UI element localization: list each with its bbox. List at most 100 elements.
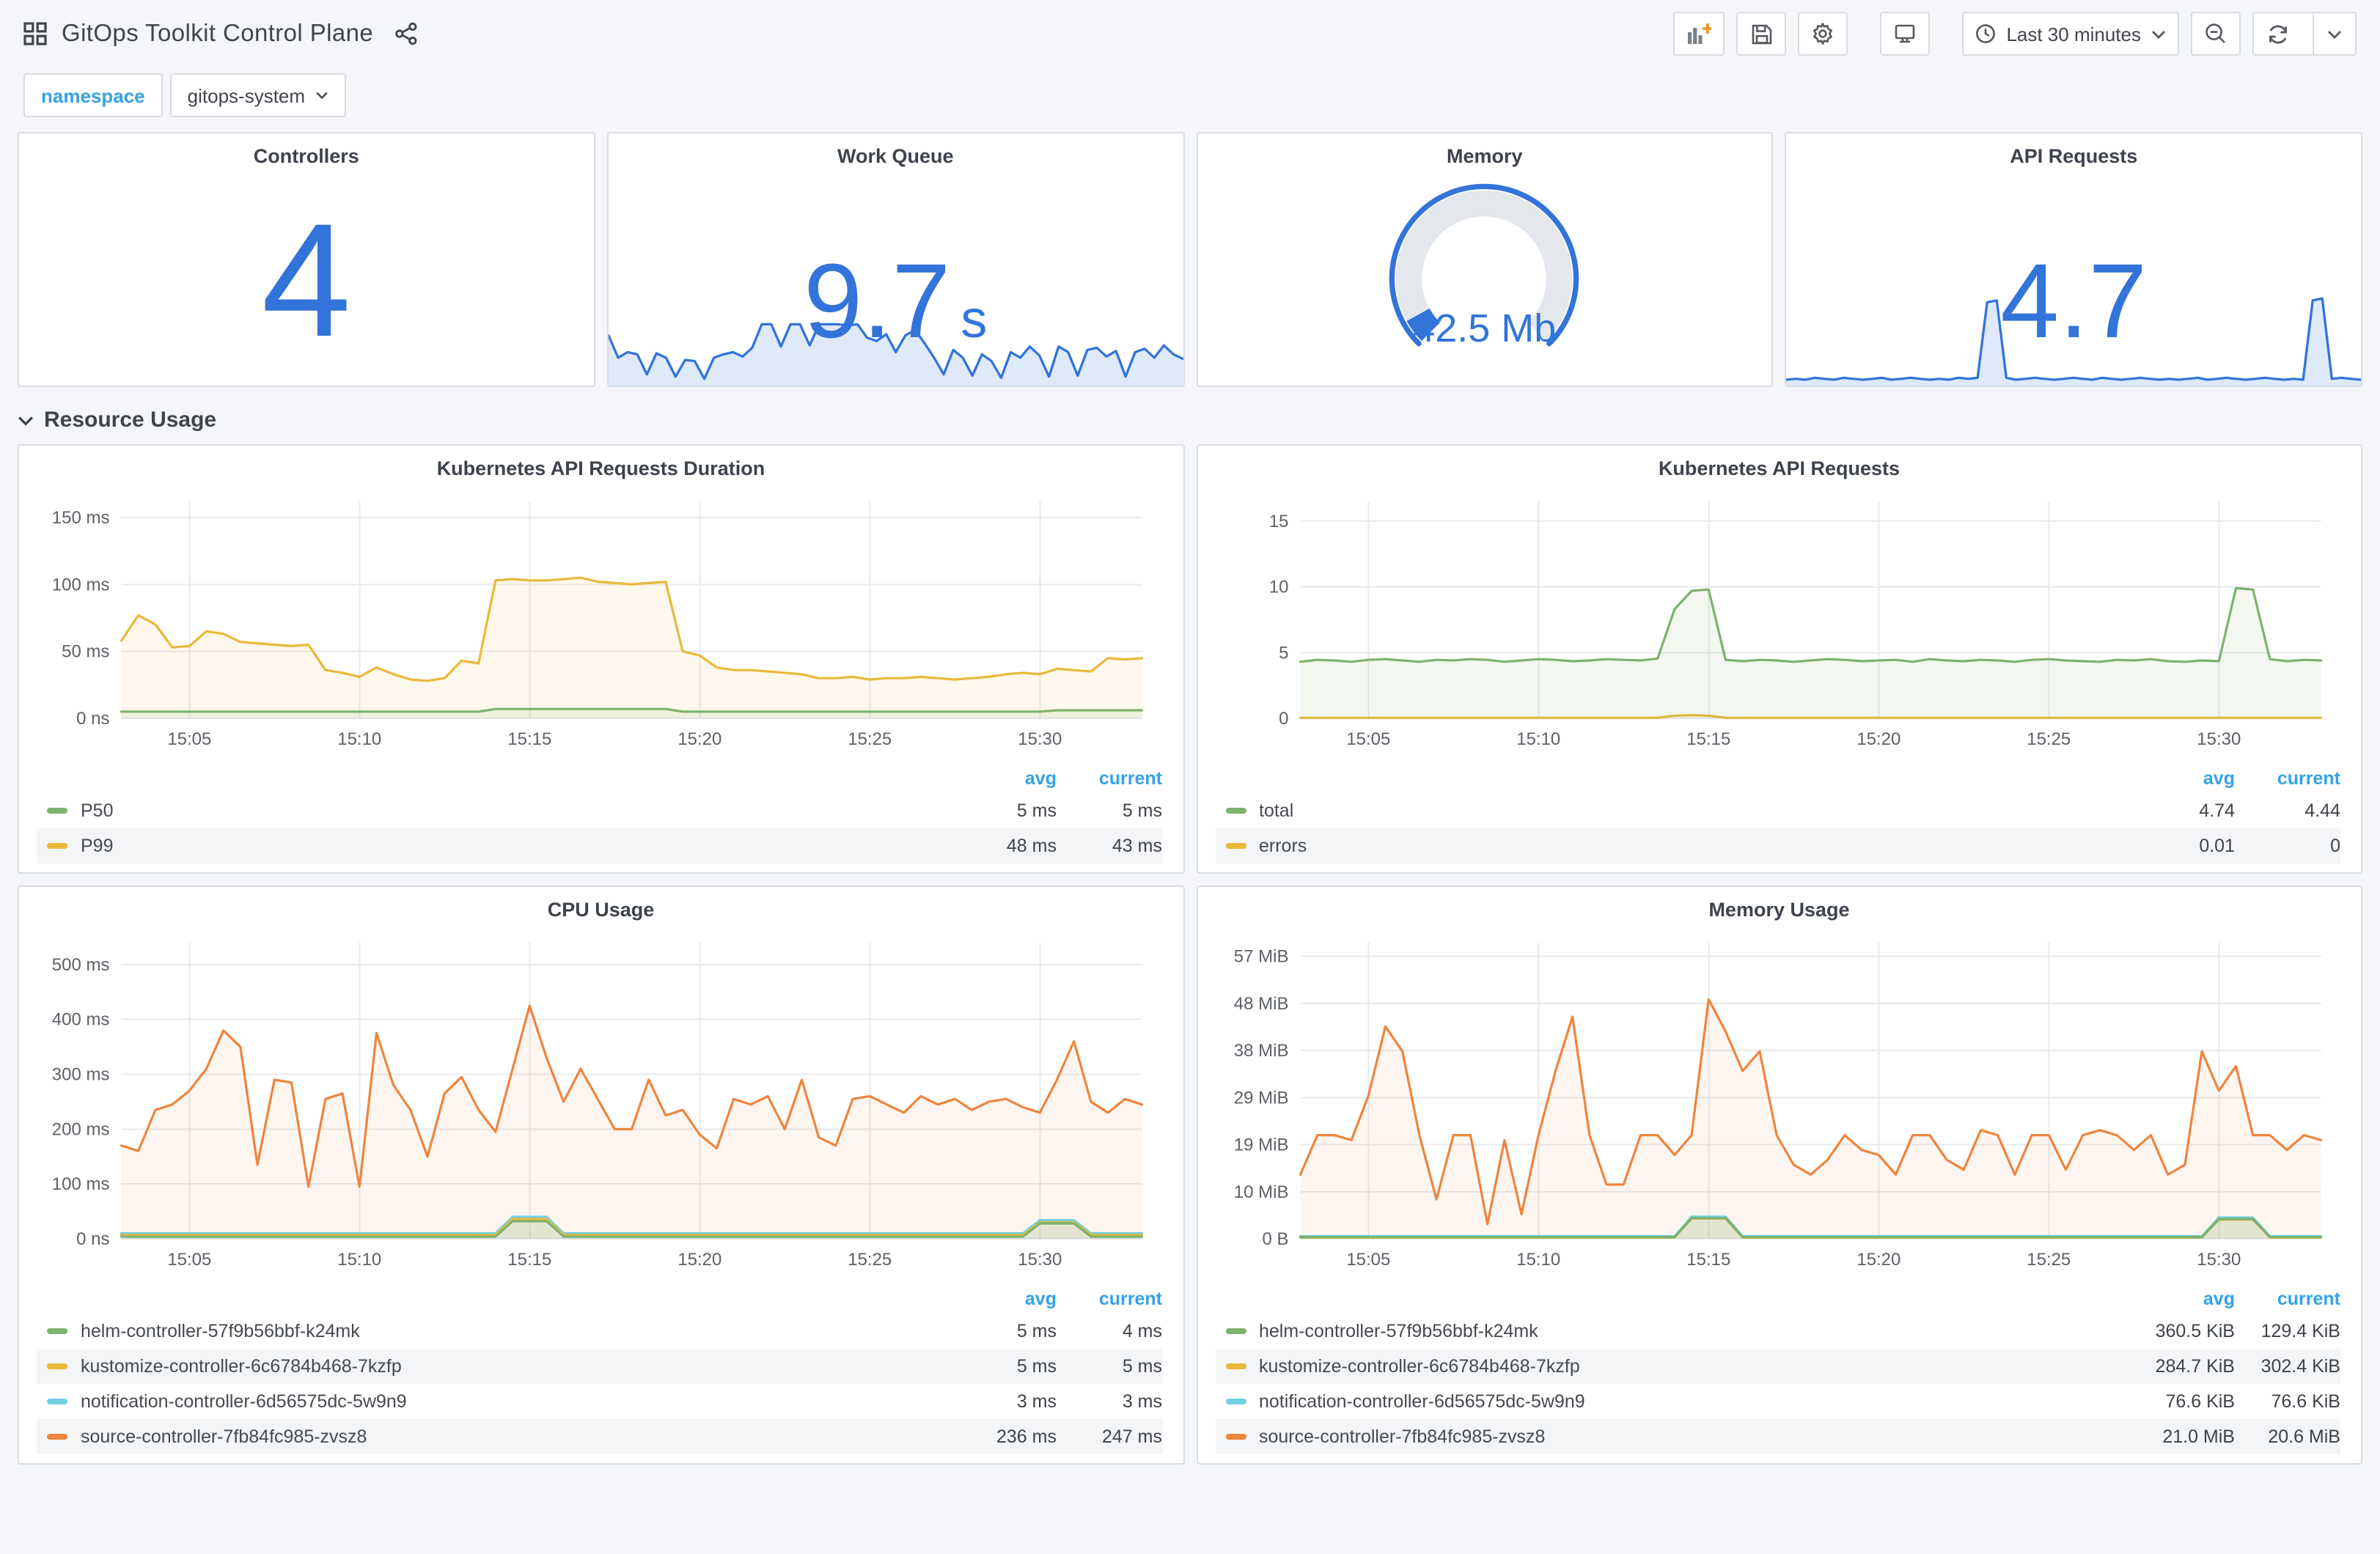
x-axis-tick: 15:25 (848, 729, 892, 749)
settings-gear-button[interactable] (1798, 12, 1848, 56)
timeseries-chart[interactable]: 0 ns 100 ms 200 ms 300 ms 400 ms 500 ms 15:05 1… (19, 928, 1183, 1280)
y-axis-tick: 0 ns (76, 709, 109, 729)
legend-row[interactable]: helm-controller-57f9b56bbf-k24mk 5 ms 4 ms (37, 1314, 1162, 1349)
series-color-marker (1225, 1328, 1246, 1334)
series-avg-value: 76.6 KiB (2165, 1391, 2235, 1412)
series-current-value: 76.6 KiB (2271, 1391, 2340, 1412)
series-current-value: 4 ms (1122, 1321, 1162, 1341)
y-axis-tick: 10 (1268, 578, 1288, 597)
legend-sort-avg[interactable]: avg (2203, 767, 2235, 788)
time-range-label: Last 30 minutes (2006, 23, 2141, 45)
series-name: errors (1259, 836, 1307, 856)
add-panel-button[interactable] (1673, 12, 1725, 56)
y-axis-tick: 500 ms (52, 955, 110, 975)
api-requests-value: 4.7 (1787, 249, 2362, 355)
legend-row[interactable]: total 4.74 4.44 (1215, 793, 2340, 828)
x-axis-tick: 15:05 (167, 729, 211, 749)
legend-sort-current[interactable]: current (1098, 1288, 1162, 1308)
y-axis-tick: 200 ms (52, 1119, 110, 1139)
legend-row[interactable]: source-controller-7fb84fc985-zvsz8 21.0 M… (1215, 1419, 2340, 1454)
dashboard-title: GitOps Toolkit Control Plane (62, 20, 374, 46)
panel-title[interactable]: Kubernetes API Requests (1658, 457, 1900, 479)
series-avg-value: 4.74 (2199, 800, 2235, 821)
series-name: kustomize-controller-6c6784b468-7kzfp (1259, 1356, 1580, 1377)
x-axis-tick: 15:20 (1856, 729, 1900, 749)
panel-title[interactable]: Kubernetes API Requests Duration (436, 457, 765, 479)
y-axis-tick: 150 ms (52, 508, 110, 528)
panel-title[interactable]: Memory Usage (1708, 899, 1850, 921)
zoom-out-button[interactable] (2191, 12, 2241, 56)
series-avg-value: 21.0 MiB (2162, 1426, 2235, 1447)
panel-title[interactable]: Work Queue (837, 145, 954, 167)
refresh-interval-dropdown[interactable] (2313, 13, 2355, 54)
stat-number: 4.7 (2000, 243, 2148, 361)
legend-row[interactable]: kustomize-controller-6c6784b468-7kzfp 5 m… (37, 1349, 1162, 1384)
x-axis-tick: 15:20 (1856, 1250, 1900, 1270)
series-name: P50 (81, 800, 114, 821)
panel-work-queue: Work Queue 9.7 s (606, 132, 1184, 387)
series-name: kustomize-controller-6c6784b468-7kzfp (81, 1356, 402, 1377)
share-icon[interactable] (394, 22, 417, 45)
time-range-picker[interactable]: Last 30 minutes (1962, 12, 2179, 56)
series-avg-value: 360.5 KiB (2155, 1321, 2235, 1341)
legend-header: avg current (1215, 1283, 2340, 1314)
panel-title[interactable]: Memory (1446, 145, 1523, 167)
panel-title[interactable]: API Requests (2010, 145, 2138, 167)
refresh-button[interactable] (2254, 13, 2302, 54)
y-axis-tick: 50 ms (62, 642, 109, 662)
controllers-value: 4 (261, 190, 351, 370)
series-avg-value: 3 ms (1016, 1391, 1057, 1412)
chevron-down-icon (18, 416, 33, 425)
legend-sort-avg[interactable]: avg (2203, 1288, 2235, 1308)
series-color-marker (1225, 808, 1246, 814)
timeseries-chart[interactable]: 0 5 10 15 15:05 15:10 15:15 15:20 15:25 15:30 (1197, 487, 2361, 759)
panel-title[interactable]: CPU Usage (547, 899, 655, 921)
legend-row[interactable]: notification-controller-6d56575dc-5w9n9 7… (1215, 1384, 2340, 1419)
legend-header: avg current (37, 1283, 1162, 1314)
save-dashboard-button[interactable] (1736, 12, 1787, 56)
panel-k8s-api-duration: Kubernetes API Requests Duration 0 ns 50 … (18, 444, 1184, 874)
tv-mode-button[interactable] (1880, 12, 1931, 56)
stat-number: 9.7 (804, 243, 951, 361)
legend-row[interactable]: P50 5 ms 5 ms (37, 793, 1162, 828)
series-current-value: 5 ms (1122, 1356, 1162, 1377)
toolbar: Last 30 minutes (1673, 12, 2357, 56)
x-axis-tick: 15:30 (1018, 1250, 1062, 1270)
series-color-marker (47, 843, 67, 849)
x-axis-tick: 15:30 (2196, 1250, 2240, 1270)
legend-row[interactable]: P99 48 ms 43 ms (37, 828, 1162, 863)
chart-legend: avg current P50 5 ms 5 ms P99 48 ms 43 ms (19, 759, 1183, 872)
series-color-marker (1225, 1434, 1246, 1440)
legend-sort-current[interactable]: current (2277, 1288, 2340, 1308)
series-color-marker (47, 808, 67, 814)
legend-sort-current[interactable]: current (2277, 767, 2340, 788)
stat-unit: s (961, 289, 988, 350)
series-color-marker (1225, 1363, 1246, 1369)
y-axis-tick: 100 ms (52, 575, 110, 594)
series-color-marker (1225, 1399, 1246, 1404)
legend-row[interactable]: source-controller-7fb84fc985-zvsz8 236 ms… (37, 1419, 1162, 1454)
timeseries-chart[interactable]: 0 ns 50 ms 100 ms 150 ms 15:05 15:10 15:15 15:2… (19, 487, 1183, 759)
section-resource-usage[interactable]: Resource Usage (18, 408, 2362, 432)
legend-sort-avg[interactable]: avg (1024, 767, 1057, 788)
legend-row[interactable]: helm-controller-57f9b56bbf-k24mk 360.5 Ki… (1215, 1314, 2340, 1349)
x-axis-tick: 15:15 (507, 729, 551, 749)
series-current-value: 43 ms (1112, 836, 1162, 856)
variable-value-dropdown[interactable]: gitops-system (169, 73, 347, 117)
y-axis-tick: 15 (1268, 512, 1288, 531)
legend-row[interactable]: errors 0.01 0 (1215, 828, 2340, 863)
series-avg-value: 284.7 KiB (2155, 1356, 2235, 1377)
legend-header: avg current (37, 762, 1162, 793)
timeseries-chart[interactable]: 0 B 10 MiB 19 MiB 29 MiB 38 MiB 48 MiB 57 MiB 1… (1197, 928, 2361, 1280)
apps-grid-icon[interactable] (23, 22, 47, 45)
series-color-marker (47, 1363, 67, 1369)
y-axis-tick: 400 ms (52, 1010, 110, 1030)
panel-title[interactable]: Controllers (253, 145, 359, 167)
legend-sort-current[interactable]: current (1098, 767, 1162, 788)
panel-memory-usage: Memory Usage 0 B 10 MiB 19 MiB 29 MiB 38 MiB… (1196, 885, 2362, 1465)
legend-row[interactable]: notification-controller-6d56575dc-5w9n9 3… (37, 1384, 1162, 1419)
legend-row[interactable]: kustomize-controller-6c6784b468-7kzfp 284… (1215, 1349, 2340, 1384)
legend-sort-avg[interactable]: avg (1024, 1288, 1057, 1308)
variable-label: namespace (23, 73, 163, 117)
series-name: P99 (81, 836, 114, 856)
